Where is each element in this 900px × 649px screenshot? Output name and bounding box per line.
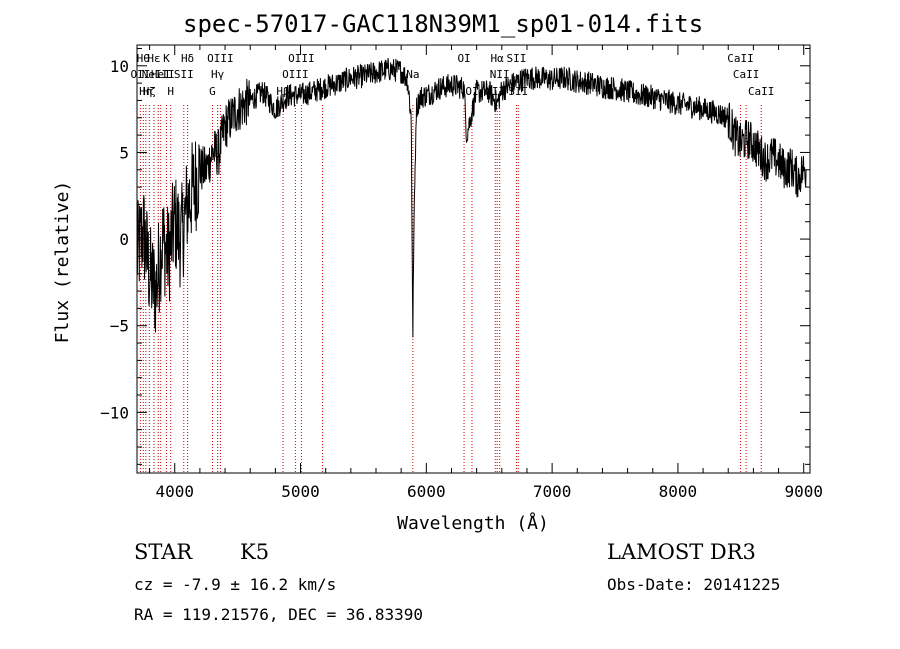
line-label: OIII [282, 68, 309, 81]
y-tick-label: 0 [119, 230, 129, 249]
line-label: OIII [207, 52, 234, 65]
x-tick-label: 9000 [784, 482, 823, 501]
line-label: Hα [491, 52, 505, 65]
line-label: NII [485, 85, 505, 98]
line-label-group: OIIHθHηHζHεNeIIIHeIKHSIIHδGHγOIIIHβOIIIO… [130, 52, 774, 98]
line-label: HeI [151, 68, 171, 81]
line-label: OI [457, 52, 470, 65]
line-label: G [209, 85, 216, 98]
line-label: CaII [748, 85, 775, 98]
line-label: Mg [316, 85, 329, 98]
line-label: NeIII [142, 68, 175, 81]
line-label: Hγ [211, 68, 225, 81]
y-tick-label: 5 [119, 143, 129, 162]
line-label: NII [490, 68, 510, 81]
x-axis-label: Wavelength (Å) [397, 512, 549, 534]
x-tick-label: 6000 [407, 482, 446, 501]
x-tick-label: 4000 [155, 482, 194, 501]
y-axis-label: Flux (relative) [52, 181, 73, 344]
obs-date: Obs-Date: 20141225 [607, 575, 781, 594]
x-tick-label: 5000 [281, 482, 320, 501]
line-label: OIII [288, 52, 315, 65]
line-label: OII [130, 68, 150, 81]
spectrum-group [136, 58, 807, 338]
x-axis: 4000 5000 6000 7000 8000 9000 [149, 45, 823, 501]
line-label: OI [465, 85, 478, 98]
line-label: Hβ [276, 85, 290, 98]
line-label: K [163, 52, 170, 65]
chart-title: spec-57017-GAC118N39M1_sp01-014.fits [183, 10, 704, 38]
line-label: Hη [139, 85, 152, 98]
line-label: Hθ [137, 52, 150, 65]
line-label: CaII [733, 68, 760, 81]
y-tick-label: −5 [110, 317, 129, 336]
line-label: SII [174, 68, 194, 81]
line-label: H [167, 85, 174, 98]
y-tick-label: −10 [100, 403, 129, 422]
x-tick-label: 8000 [659, 482, 698, 501]
coordinates-text: RA = 119.21576, DEC = 36.83390 [134, 605, 423, 624]
plot-frame [136, 44, 811, 474]
line-label: CaII [727, 52, 754, 65]
y-tick-label: 10 [110, 57, 129, 76]
spectrum-line [136, 58, 807, 338]
object-class: STAR [134, 540, 193, 564]
survey-name: LAMOST DR3 [607, 540, 756, 564]
redshift-text: cz = -7.9 ± 16.2 km/s [134, 575, 337, 594]
object-subclass: K5 [240, 540, 270, 564]
line-label: Na [406, 68, 419, 81]
line-label: Hζ [143, 85, 156, 98]
line-label: Hδ [181, 52, 194, 65]
line-label: SII [506, 52, 526, 65]
line-label: SII [508, 85, 528, 98]
line-label: Hε [147, 52, 160, 65]
line-marker-group [139, 105, 762, 473]
y-axis: −10 −5 0 5 10 [100, 47, 810, 465]
x-tick-label: 7000 [533, 482, 572, 501]
